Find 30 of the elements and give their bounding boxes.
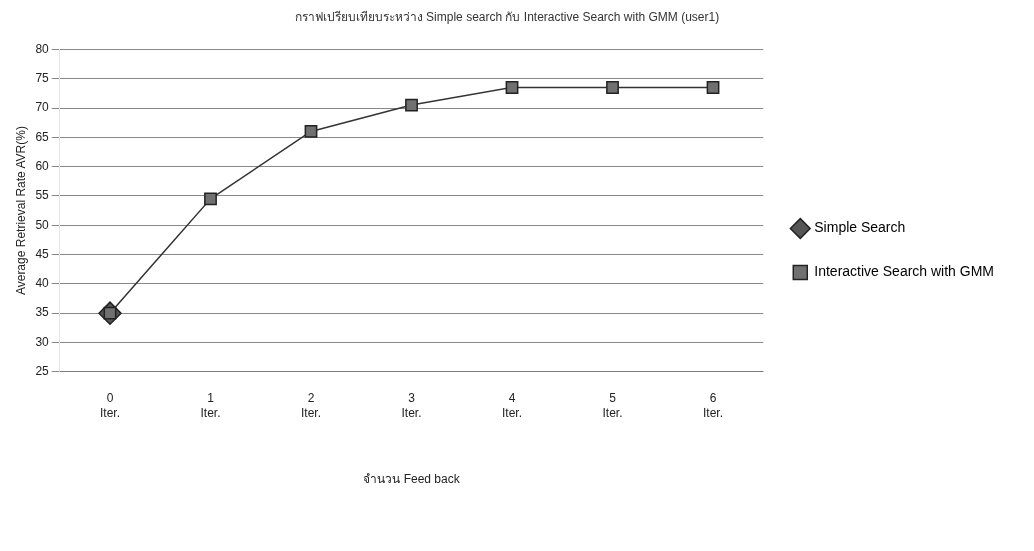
x-tick-label: 6 Iter. [703,391,724,420]
y-tick-label: 45 [35,246,50,261]
legend-label: Interactive Search with GMM [814,263,995,280]
x-tick-label: 5 Iter. [602,391,623,420]
point [405,98,418,112]
y-tick-label: 80 [35,41,50,56]
point [706,81,720,94]
point [606,81,619,94]
y-tick-label: 65 [35,129,50,144]
point [204,192,217,206]
x-tick-label: 2 Iter. [301,391,322,420]
x-axis-title: จำนวน Feed back [363,472,461,487]
y-tick-label: 25 [35,364,50,379]
x-tick-label: 0 Iter. [99,391,121,420]
y-tick-label: 55 [35,188,50,203]
chart-title: กราฟเปรียบเทียบระหว่าง Simple search กับ Interactive Search with GMM (user1) [294,9,720,24]
y-tick-label: 75 [35,71,50,86]
x-tick-label: 3 Iter. [401,391,422,420]
y-tick-label: 60 [35,158,50,173]
x-tick-label: 1 Iter. [200,391,221,420]
y-tick-label: 30 [35,334,50,349]
x-tick-label: 4 Iter. [502,391,523,420]
y-axis-title: Average Retrieval Rate AVR(%) [13,126,28,296]
legend-label: Simple Search [814,219,906,236]
point [304,125,318,138]
y-tick-label: 50 [35,217,50,232]
y-tick-label: 40 [35,276,50,291]
y-tick-label: 70 [35,100,50,115]
y-tick-label: 35 [35,305,50,320]
point [505,81,519,94]
